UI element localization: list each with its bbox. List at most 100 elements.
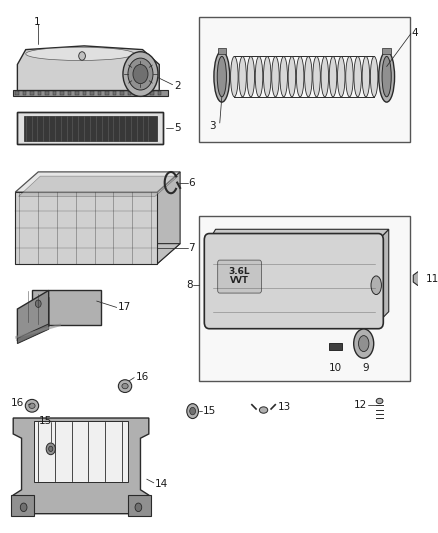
Ellipse shape xyxy=(362,56,370,97)
Polygon shape xyxy=(13,90,168,96)
Bar xyxy=(18,112,163,144)
Ellipse shape xyxy=(190,407,195,415)
Polygon shape xyxy=(13,418,149,514)
Text: 4: 4 xyxy=(412,28,418,38)
Polygon shape xyxy=(32,290,101,325)
Circle shape xyxy=(79,52,85,60)
Bar xyxy=(68,91,71,95)
Polygon shape xyxy=(18,290,49,341)
Polygon shape xyxy=(15,172,180,192)
Ellipse shape xyxy=(321,56,328,97)
Bar xyxy=(83,91,86,95)
Bar xyxy=(128,91,131,95)
Polygon shape xyxy=(18,46,159,91)
Ellipse shape xyxy=(338,56,345,97)
Bar xyxy=(158,91,161,95)
Ellipse shape xyxy=(217,56,226,97)
Bar xyxy=(120,91,124,95)
Ellipse shape xyxy=(187,403,198,418)
Ellipse shape xyxy=(354,56,361,97)
FancyBboxPatch shape xyxy=(204,233,383,329)
Bar xyxy=(75,91,79,95)
Text: 17: 17 xyxy=(117,302,131,312)
Polygon shape xyxy=(15,244,180,264)
Bar xyxy=(18,112,163,144)
Text: 6: 6 xyxy=(188,177,195,188)
Text: 14: 14 xyxy=(155,480,168,489)
Bar xyxy=(15,91,19,95)
Text: 13: 13 xyxy=(278,402,291,413)
Circle shape xyxy=(20,503,27,512)
Bar xyxy=(128,495,151,516)
Bar xyxy=(11,495,34,516)
Polygon shape xyxy=(378,229,389,322)
Ellipse shape xyxy=(26,47,134,61)
Ellipse shape xyxy=(264,56,271,97)
Ellipse shape xyxy=(288,56,296,97)
Ellipse shape xyxy=(259,407,268,413)
Text: 9: 9 xyxy=(363,362,369,373)
Ellipse shape xyxy=(272,56,279,97)
Bar xyxy=(60,91,64,95)
Ellipse shape xyxy=(329,56,337,97)
Circle shape xyxy=(135,503,142,512)
Text: 5: 5 xyxy=(174,123,180,133)
Bar xyxy=(135,91,139,95)
Ellipse shape xyxy=(118,379,132,392)
Polygon shape xyxy=(157,172,180,264)
Text: 15: 15 xyxy=(203,406,216,416)
Text: 7: 7 xyxy=(188,243,195,253)
Polygon shape xyxy=(18,324,49,344)
Text: 1: 1 xyxy=(34,17,41,27)
Ellipse shape xyxy=(29,403,35,408)
Ellipse shape xyxy=(304,56,312,97)
Bar xyxy=(23,91,26,95)
Text: VVT: VVT xyxy=(230,276,249,285)
Circle shape xyxy=(123,52,158,96)
Bar xyxy=(382,49,391,54)
Bar xyxy=(53,91,56,95)
Bar xyxy=(90,91,94,95)
Bar xyxy=(199,216,410,381)
Ellipse shape xyxy=(25,399,39,412)
Bar xyxy=(143,91,146,95)
Ellipse shape xyxy=(255,56,263,97)
Ellipse shape xyxy=(382,56,391,97)
Text: 16: 16 xyxy=(135,372,149,382)
Ellipse shape xyxy=(214,51,230,102)
Bar xyxy=(329,343,342,351)
Bar xyxy=(113,91,116,95)
Ellipse shape xyxy=(247,56,254,97)
Bar xyxy=(98,91,101,95)
Ellipse shape xyxy=(46,443,55,455)
Ellipse shape xyxy=(358,336,369,352)
Circle shape xyxy=(133,64,148,84)
Ellipse shape xyxy=(354,329,374,358)
Ellipse shape xyxy=(122,383,128,389)
Bar xyxy=(218,49,226,54)
Circle shape xyxy=(128,58,153,90)
Bar xyxy=(151,91,154,95)
Ellipse shape xyxy=(371,276,381,295)
Bar xyxy=(106,91,109,95)
Bar xyxy=(24,116,157,141)
Text: 15: 15 xyxy=(39,416,53,426)
Ellipse shape xyxy=(313,56,320,97)
Text: 10: 10 xyxy=(329,362,342,373)
Bar xyxy=(30,91,34,95)
Bar xyxy=(199,17,410,142)
FancyBboxPatch shape xyxy=(218,260,261,293)
Polygon shape xyxy=(15,192,157,264)
Ellipse shape xyxy=(379,51,395,102)
Bar xyxy=(46,91,49,95)
Polygon shape xyxy=(209,229,389,240)
Text: 12: 12 xyxy=(354,400,367,410)
Text: 16: 16 xyxy=(11,398,25,408)
Ellipse shape xyxy=(239,56,246,97)
Polygon shape xyxy=(19,176,178,196)
Text: 2: 2 xyxy=(174,81,180,91)
Ellipse shape xyxy=(280,56,287,97)
Polygon shape xyxy=(15,324,61,339)
Ellipse shape xyxy=(376,398,383,403)
Polygon shape xyxy=(34,421,128,482)
